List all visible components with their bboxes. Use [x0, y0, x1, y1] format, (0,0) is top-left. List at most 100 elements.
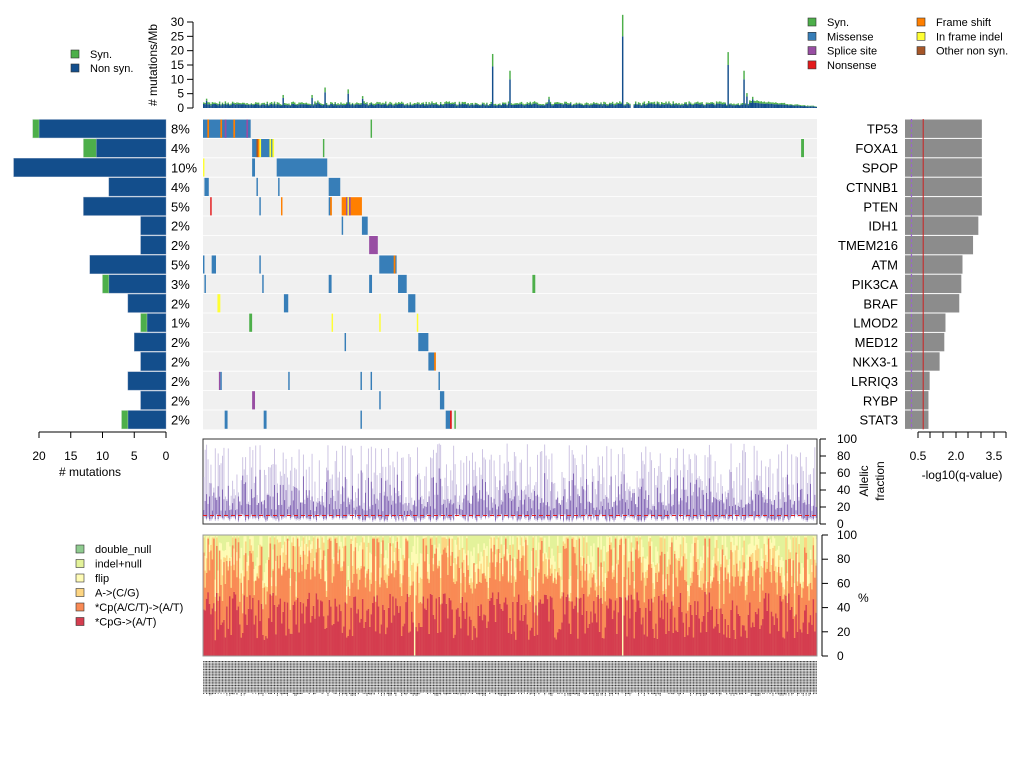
seg-a-cg [276, 539, 279, 556]
seg-cpacgt [467, 569, 470, 636]
percent-label: 2% [171, 296, 190, 311]
legend-label: *CpG->(A/T) [95, 617, 156, 629]
bar-nonsyn [806, 106, 809, 108]
seg-cpg [253, 624, 256, 656]
bar-syn [743, 70, 745, 80]
bar-syn [335, 104, 338, 106]
seg-flip [510, 560, 513, 576]
bar-syn [499, 103, 501, 105]
cell-frame_shift [393, 255, 396, 274]
seg-flip [445, 536, 448, 539]
bar-syn [746, 93, 748, 97]
bar-nonsyn [764, 103, 767, 108]
seg-flip [387, 543, 390, 569]
seg-a-cg [526, 545, 529, 570]
seg-a-cg [795, 537, 797, 553]
seg-flip [681, 556, 683, 566]
seg-flip [575, 536, 578, 540]
seg-a-cg [376, 537, 379, 539]
seg-cpg [708, 592, 711, 656]
seg-flip [218, 542, 221, 551]
seg-flip [463, 549, 465, 560]
bar-syn [675, 102, 677, 104]
bar-syn [555, 102, 557, 105]
seg-cpacgt [623, 576, 626, 616]
bar-nonsyn [340, 104, 342, 108]
seg-a-cg [762, 567, 764, 591]
seg-cpg [373, 596, 376, 656]
seg-flip [675, 539, 678, 559]
bar-syn [646, 103, 648, 105]
seg-a-cg [502, 574, 504, 577]
seg-cpacgt [402, 575, 405, 627]
seg-flip [437, 547, 439, 566]
bar-syn [416, 102, 419, 104]
seg-cpg [806, 633, 809, 656]
seg-cpg [633, 638, 636, 656]
seg-a-cg [733, 564, 735, 587]
seg-a-cg [240, 573, 243, 583]
bar-nonsyn [240, 104, 243, 108]
bar-syn [370, 102, 373, 104]
bar-nonsyn [211, 104, 214, 108]
seg-a-cg [468, 583, 471, 585]
seg-flip [223, 551, 225, 558]
bar-syn [275, 104, 277, 106]
bar-syn [727, 52, 729, 65]
seg-a-cg [452, 578, 455, 583]
bar-syn [480, 104, 482, 106]
seg-a-cg [668, 559, 670, 586]
bar-syn [432, 103, 435, 105]
seg-flip [513, 557, 516, 577]
bar-syn [255, 102, 257, 104]
y-tick-label: 5 [177, 87, 184, 101]
bar-nonsyn [535, 103, 537, 108]
seg-a-cg [711, 580, 714, 582]
bar-nonsyn [214, 103, 217, 108]
seg-flip [676, 536, 679, 561]
seg-a-cg [255, 580, 257, 581]
seg-a-cg [610, 542, 613, 550]
seg-flip [399, 547, 402, 574]
seg-cpg [487, 621, 490, 656]
legend-swatch-sig_a_cg [75, 588, 85, 597]
seg-a-cg [268, 557, 270, 560]
seg-a-cg [542, 561, 545, 584]
seg-cpacgt [634, 549, 637, 612]
seg-a-cg [643, 577, 646, 603]
bar-syn [741, 102, 744, 105]
bar-syn [603, 101, 605, 104]
bar-nonsyn [450, 104, 452, 108]
seg-a-cg [522, 546, 524, 556]
seg-flip [422, 536, 425, 539]
bar-syn [294, 102, 296, 105]
seg-cpg [265, 636, 267, 656]
seg-cpg [493, 604, 496, 656]
seg-a-cg [486, 555, 488, 582]
seg-cpg [415, 627, 418, 656]
seg-cpg [409, 631, 412, 656]
bar-syn [214, 102, 217, 104]
bar-syn [357, 103, 360, 105]
bar-syn [730, 103, 732, 105]
bar-nonsyn [127, 293, 167, 313]
bar-syn [374, 103, 377, 106]
bar-nonsyn [434, 104, 436, 108]
seg-cpacgt [530, 595, 533, 628]
bar-nonsyn [282, 97, 284, 108]
seg-a-cg [312, 537, 315, 561]
legend-label: Missense [827, 31, 873, 43]
seg-cpg [272, 592, 274, 656]
seg-cpg [356, 613, 358, 656]
bar-syn [282, 94, 284, 98]
seg-cpacgt [640, 580, 643, 625]
bar-syn [476, 103, 478, 105]
seg-a-cg [675, 558, 678, 578]
bar-nonsyn [432, 104, 435, 108]
seg-cpg [432, 614, 435, 656]
seg-a-cg [685, 558, 688, 582]
seg-a-cg [653, 588, 656, 597]
seg-flip [746, 554, 748, 583]
seg-cpg [760, 625, 763, 656]
bar-syn [660, 102, 663, 105]
